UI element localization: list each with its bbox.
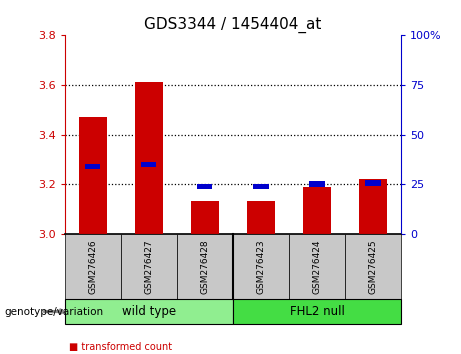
Text: GSM276428: GSM276428 [200,239,209,294]
Title: GDS3344 / 1454404_at: GDS3344 / 1454404_at [144,16,321,33]
Text: wild type: wild type [122,305,176,318]
Bar [135,82,163,234]
Bar [247,201,275,234]
Text: GSM276425: GSM276425 [368,239,378,294]
Text: GSM276427: GSM276427 [144,239,153,294]
Text: GSM276424: GSM276424 [313,239,321,293]
Bar [85,164,100,170]
Text: FHL2 null: FHL2 null [290,305,344,318]
Text: GSM276423: GSM276423 [256,239,266,294]
Bar [303,187,331,234]
Text: genotype/variation: genotype/variation [5,307,104,316]
Bar [78,117,106,234]
Text: GSM276426: GSM276426 [88,239,97,294]
Text: ■ transformed count: ■ transformed count [69,342,172,352]
Bar [191,201,219,234]
Bar [253,184,269,189]
Bar [365,180,381,185]
Bar [197,184,213,189]
Bar [359,179,387,234]
Bar [141,161,156,167]
Bar [309,181,325,187]
